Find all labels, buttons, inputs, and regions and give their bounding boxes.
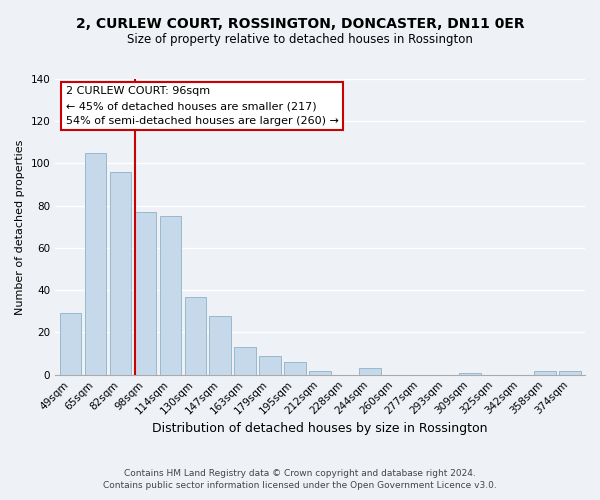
Text: Size of property relative to detached houses in Rossington: Size of property relative to detached ho… [127,32,473,46]
Text: 2, CURLEW COURT, ROSSINGTON, DONCASTER, DN11 0ER: 2, CURLEW COURT, ROSSINGTON, DONCASTER, … [76,18,524,32]
Bar [209,316,231,374]
Bar [259,356,281,374]
Bar [535,370,556,374]
Bar [85,153,106,374]
Bar [160,216,181,374]
X-axis label: Distribution of detached houses by size in Rossington: Distribution of detached houses by size … [152,422,488,435]
Bar [359,368,380,374]
Bar [310,370,331,374]
Bar [134,212,156,374]
Bar [559,370,581,374]
Text: 2 CURLEW COURT: 96sqm
← 45% of detached houses are smaller (217)
54% of semi-det: 2 CURLEW COURT: 96sqm ← 45% of detached … [66,86,338,126]
Bar [460,372,481,374]
Y-axis label: Number of detached properties: Number of detached properties [15,139,25,314]
Text: Contains public sector information licensed under the Open Government Licence v3: Contains public sector information licen… [103,481,497,490]
Bar [59,314,81,374]
Bar [185,296,206,374]
Bar [284,362,306,374]
Bar [110,172,131,374]
Text: Contains HM Land Registry data © Crown copyright and database right 2024.: Contains HM Land Registry data © Crown c… [124,468,476,477]
Bar [235,348,256,374]
